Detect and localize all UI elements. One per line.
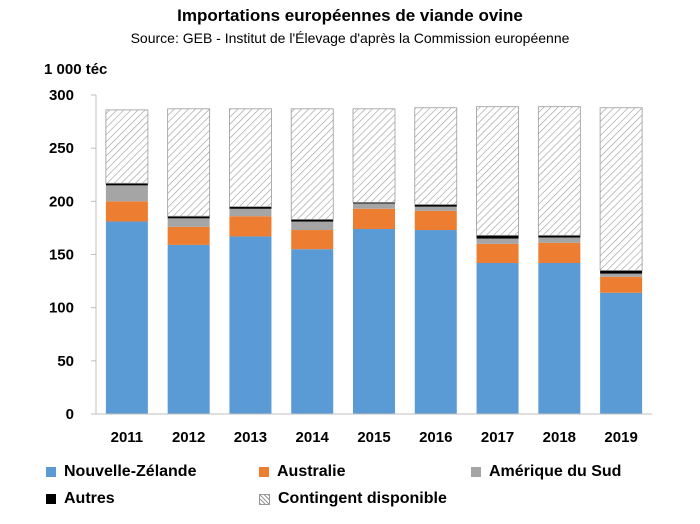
bar-autres-2014	[291, 219, 334, 222]
bar-contingent-disponible-2018	[537, 106, 581, 236]
bar-autres-2015	[353, 202, 396, 204]
bar-nouvelle-zelande-2017	[476, 263, 519, 414]
bar-australie-2013	[229, 216, 272, 237]
bar-amerique-du-sud-2013	[229, 208, 272, 217]
legend-label-autres: Autres	[64, 490, 115, 507]
legend-item-autres: Autres	[46, 490, 115, 508]
bar-amerique-du-sud-2015	[353, 203, 396, 209]
bar-australie-2014	[291, 230, 334, 250]
bar-autres-2017	[476, 235, 519, 239]
bar-contingent-disponible-2012	[167, 108, 211, 217]
bar-autres-2018	[538, 235, 581, 238]
chart-subtitle: Source: GEB - Institut de l'Élevage d'ap…	[130, 30, 570, 46]
bar-contingent-disponible-2017	[476, 106, 519, 236]
legend-label-contingent-disponible: Contingent disponible	[278, 490, 447, 507]
y-tick-label-100: 100	[49, 300, 74, 317]
bar-nouvelle-zelande-2015	[353, 228, 396, 414]
y-tick-label-300: 300	[49, 87, 74, 104]
y-axis-unit-label: 1 000 téc	[44, 61, 108, 78]
y-tick-label-250: 250	[49, 140, 74, 157]
bar-contingent-disponible-2013	[229, 108, 272, 208]
bar-amerique-du-sud-2016	[414, 206, 457, 211]
bar-australie-2011	[105, 201, 148, 222]
bar-autres-2013	[229, 206, 272, 209]
x-tick-label-2012: 2012	[172, 429, 205, 446]
y-tick-label-0: 0	[66, 406, 74, 423]
bar-australie-2017	[476, 243, 519, 264]
bar-contingent-disponible-2019	[599, 107, 643, 271]
legend-item-australie: Australie	[259, 463, 345, 481]
bar-autres-2012	[167, 216, 210, 219]
bar-australie-2019	[600, 276, 643, 293]
bar-australie-2016	[414, 210, 457, 231]
bar-contingent-disponible-2015	[352, 108, 396, 203]
legend-swatch-autres	[46, 494, 56, 504]
bar-nouvelle-zelande-2014	[291, 249, 334, 414]
bar-australie-2015	[353, 208, 396, 229]
legend-label-australie: Australie	[277, 463, 346, 480]
x-tick-label-2016: 2016	[419, 429, 452, 446]
bar-amerique-du-sud-2019	[600, 273, 643, 277]
y-tick-label-150: 150	[49, 247, 74, 264]
bar-nouvelle-zelande-2011	[105, 221, 148, 414]
bar-autres-2019	[600, 270, 643, 274]
x-tick-label-2014: 2014	[296, 429, 330, 446]
bar-australie-2012	[167, 226, 210, 245]
chart-title: Importations européennes de viande ovine	[177, 6, 523, 25]
bar-contingent-disponible-2011	[105, 109, 149, 184]
bar-autres-2016	[414, 204, 457, 207]
bar-nouvelle-zelande-2012	[167, 244, 210, 414]
legend-item-amerique-du-sud: Amérique du Sud	[471, 463, 621, 481]
bar-amerique-du-sud-2017	[476, 238, 519, 244]
bar-australie-2018	[538, 242, 581, 263]
bar-nouvelle-zelande-2018	[538, 263, 581, 414]
legend-label-nouvelle-zelande: Nouvelle-Zélande	[64, 463, 197, 480]
bar-contingent-disponible-2014	[290, 108, 334, 220]
legend-swatch-amerique-du-sud	[471, 467, 481, 477]
bar-autres-2011	[105, 183, 148, 186]
bar-amerique-du-sud-2011	[105, 185, 148, 202]
y-tick-label-200: 200	[49, 193, 74, 210]
x-tick-label-2018: 2018	[543, 429, 576, 446]
bar-nouvelle-zelande-2016	[414, 230, 457, 414]
legend-item-nouvelle-zelande: Nouvelle-Zélande	[46, 463, 196, 481]
y-tick-label-50: 50	[57, 353, 74, 370]
bar-amerique-du-sud-2012	[167, 218, 210, 227]
legend-item-contingent-disponible: Contingent disponible	[259, 490, 447, 508]
bar-nouvelle-zelande-2019	[600, 292, 643, 414]
bar-contingent-disponible-2016	[414, 107, 458, 205]
x-tick-label-2017: 2017	[481, 429, 514, 446]
legend-swatch-nouvelle-zelande	[46, 467, 56, 477]
legend-swatch-contingent-disponible	[259, 493, 270, 505]
x-tick-label-2019: 2019	[604, 429, 637, 446]
x-tick-label-2011: 2011	[111, 429, 144, 446]
x-tick-label-2015: 2015	[357, 429, 390, 446]
legend-swatch-australie	[259, 467, 269, 477]
bar-amerique-du-sud-2018	[538, 237, 581, 243]
x-tick-label-2013: 2013	[234, 429, 267, 446]
legend-label-amerique-du-sud: Amérique du Sud	[489, 463, 622, 480]
bar-amerique-du-sud-2014	[291, 221, 334, 231]
bar-nouvelle-zelande-2013	[229, 236, 272, 414]
